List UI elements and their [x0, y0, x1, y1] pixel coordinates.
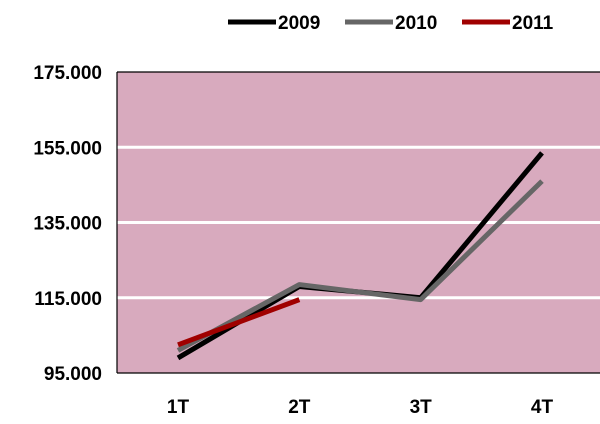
- series-line-2010: [176, 179, 544, 353]
- y-tick-label: 95.000: [44, 364, 102, 385]
- x-axis: 1T 2T 3T 4T: [117, 372, 600, 418]
- x-tick-label: 1T: [167, 397, 190, 418]
- series-line-2011: [177, 297, 301, 348]
- series-lines: [176, 151, 544, 361]
- y-tick-label: 135.000: [33, 214, 102, 235]
- legend: 2009 2010 2011: [228, 13, 554, 34]
- legend-label: 2009: [278, 13, 320, 34]
- x-tick-label: 3T: [410, 397, 433, 418]
- x-tick-label: 2T: [288, 397, 311, 418]
- y-tick-label: 175.000: [33, 63, 102, 84]
- y-tick-label: 115.000: [34, 289, 102, 310]
- legend-label: 2010: [395, 13, 437, 34]
- x-tick-label: 4T: [531, 397, 554, 418]
- y-axis: 95.000 115.000 135.000 155.000 175.000: [33, 63, 600, 385]
- y-tick-label: 155.000: [33, 138, 102, 159]
- legend-label: 2011: [512, 13, 554, 34]
- gridlines: [117, 145, 600, 300]
